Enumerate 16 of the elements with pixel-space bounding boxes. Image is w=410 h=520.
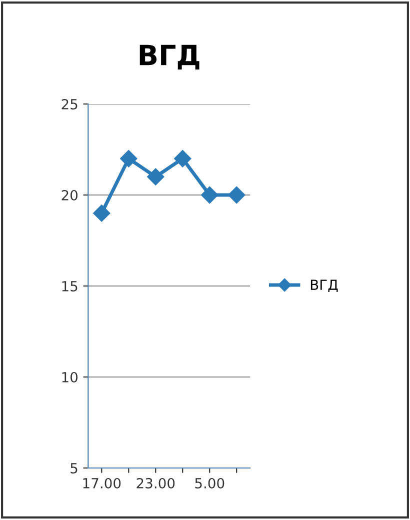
x-tick-label: 23.00 <box>136 478 175 488</box>
legend-label: ВГД <box>310 280 338 292</box>
x-tick-label: 17.00 <box>83 478 121 488</box>
point <box>228 186 246 204</box>
point <box>120 150 138 168</box>
chart-title: ВГД <box>140 44 200 70</box>
y-tick-label: 20 <box>62 190 78 200</box>
point <box>147 168 164 186</box>
y-tick-label: 15 <box>62 281 78 292</box>
y-tick-label: 10 <box>62 372 78 382</box>
x-tick-label: 5.00 <box>195 478 224 488</box>
y-tick-label: 5 <box>70 463 78 474</box>
point <box>174 150 192 168</box>
point <box>93 204 110 222</box>
y-tick-label: 25 <box>62 98 78 110</box>
point <box>201 186 218 204</box>
